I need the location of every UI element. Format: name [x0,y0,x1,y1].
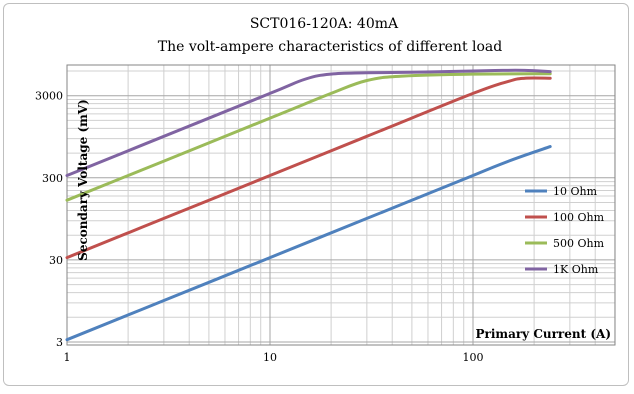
plot-border [66,64,616,346]
legend-label: 100 Ohm [553,211,605,224]
legend-label: 1K Ohm [553,263,599,276]
legend: 10 Ohm 100 Ohm 500 Ohm 1K Ohm [525,185,605,276]
x-tick-label: 1 [64,351,71,364]
x-tick-label: 10 [263,351,277,364]
series-line [65,145,552,342]
y-tick-label: 30 [49,254,63,267]
legend-label: 10 Ohm [553,185,598,198]
chart-subtitle: The volt-ampere characteristics of diffe… [158,39,503,55]
x-axis-label: Primary Current (A) [475,327,611,341]
major-grid [66,65,615,345]
series-lines [65,68,552,342]
y-tick-label: 300 [42,172,63,185]
plot-area [67,65,615,345]
chart-frame: SCT016-120A: 40mA The volt-ampere charac… [3,3,629,386]
y-axis-label: Secondary Voltage (mV) [76,99,90,261]
x-tick-label: 100 [463,351,484,364]
series-line [65,68,552,177]
y-tick-label: 3000 [35,90,63,103]
chart-title: SCT016-120A: 40mA [250,16,399,32]
series-line [65,72,552,202]
y-tick-label: 3 [56,336,63,349]
legend-label: 500 Ohm [553,237,605,250]
tick-labels: 1 10 100 3 30 300 3000 [35,90,484,364]
chart-svg: SCT016-120A: 40mA The volt-ampere charac… [35,16,616,364]
series-line [65,76,552,260]
